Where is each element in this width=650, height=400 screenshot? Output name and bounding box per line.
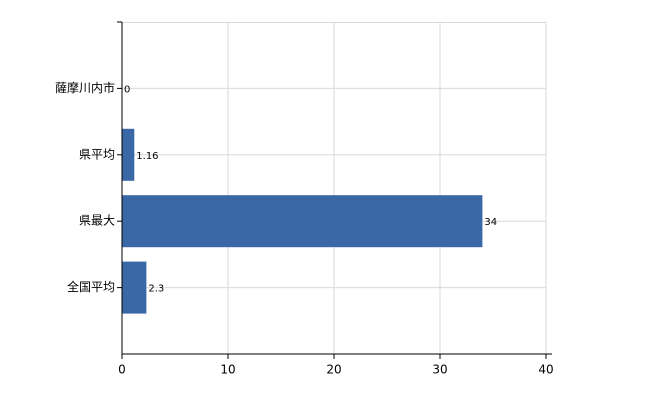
value-label: 34 (484, 217, 497, 228)
x-tick-label: 10 (220, 363, 235, 377)
bar (122, 261, 147, 314)
x-tick-label: 30 (432, 363, 447, 377)
x-tick-label: 0 (118, 363, 126, 377)
y-tick-label: 薩摩川内市 (55, 80, 115, 95)
value-label: 1.16 (136, 151, 158, 162)
value-label: 0 (124, 84, 130, 95)
y-tick-label: 県最大 (79, 214, 115, 228)
bar (122, 195, 483, 248)
x-tick-label: 20 (326, 363, 341, 377)
value-label: 2.3 (148, 284, 164, 295)
y-tick-label: 県平均 (79, 147, 115, 161)
x-tick-label: 40 (538, 363, 553, 377)
bar (122, 128, 135, 181)
y-tick-label: 全国平均 (67, 279, 115, 294)
